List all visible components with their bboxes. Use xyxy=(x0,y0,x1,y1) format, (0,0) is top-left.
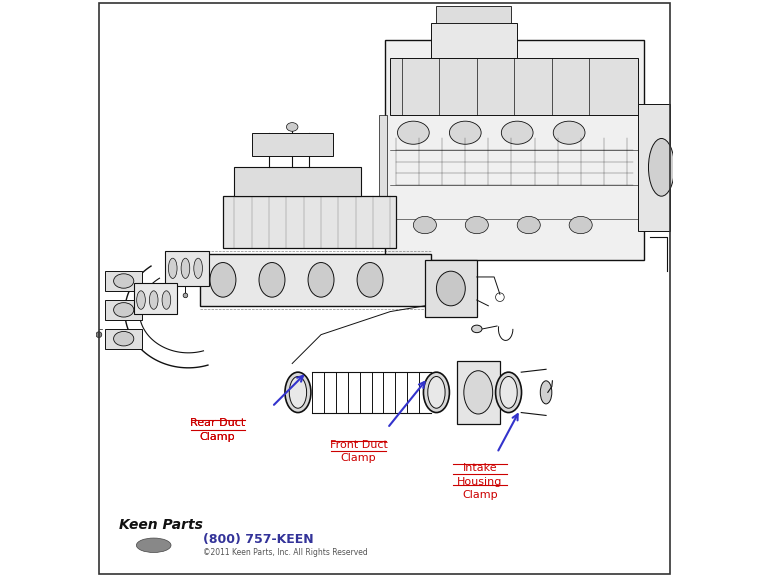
Bar xyxy=(251,133,332,156)
Ellipse shape xyxy=(136,538,171,553)
Ellipse shape xyxy=(569,216,592,234)
Ellipse shape xyxy=(289,376,307,409)
Text: Intake
Housing
Clamp: Intake Housing Clamp xyxy=(457,463,502,500)
Ellipse shape xyxy=(308,263,334,297)
Bar xyxy=(200,254,431,306)
Bar xyxy=(134,283,177,314)
Bar xyxy=(431,23,518,58)
Ellipse shape xyxy=(168,258,177,279)
Ellipse shape xyxy=(114,302,134,317)
Ellipse shape xyxy=(357,263,383,297)
Ellipse shape xyxy=(162,291,171,309)
Bar xyxy=(105,300,142,320)
Ellipse shape xyxy=(437,271,465,306)
Ellipse shape xyxy=(449,121,481,144)
Text: (800) 757-KEEN: (800) 757-KEEN xyxy=(203,533,314,546)
Ellipse shape xyxy=(541,381,552,404)
Ellipse shape xyxy=(464,371,493,414)
Ellipse shape xyxy=(183,293,188,298)
Ellipse shape xyxy=(465,216,488,234)
Ellipse shape xyxy=(414,216,437,234)
Ellipse shape xyxy=(114,331,134,346)
Ellipse shape xyxy=(181,258,190,279)
Ellipse shape xyxy=(149,291,158,309)
Ellipse shape xyxy=(285,372,311,413)
Bar xyxy=(425,260,477,317)
Ellipse shape xyxy=(210,263,236,297)
Ellipse shape xyxy=(137,291,145,309)
Text: Front Duct
Clamp: Front Duct Clamp xyxy=(330,440,388,463)
Bar xyxy=(391,58,638,115)
Ellipse shape xyxy=(428,376,445,409)
Text: Rear Duct
Clamp: Rear Duct Clamp xyxy=(189,418,245,441)
Text: Keen Parts: Keen Parts xyxy=(119,518,203,532)
Ellipse shape xyxy=(501,121,533,144)
Ellipse shape xyxy=(495,372,521,413)
Ellipse shape xyxy=(553,121,585,144)
Ellipse shape xyxy=(96,332,102,338)
Bar xyxy=(638,104,670,231)
Bar xyxy=(223,196,396,248)
Ellipse shape xyxy=(500,376,518,409)
Bar xyxy=(384,40,644,260)
Text: ©2011 Keen Parts, Inc. All Rights Reserved: ©2011 Keen Parts, Inc. All Rights Reserv… xyxy=(203,548,368,557)
Ellipse shape xyxy=(194,258,202,279)
Bar xyxy=(165,251,208,286)
Ellipse shape xyxy=(398,121,429,144)
Ellipse shape xyxy=(648,138,674,196)
Bar xyxy=(105,271,142,291)
Ellipse shape xyxy=(424,372,449,413)
Bar xyxy=(457,361,500,424)
Ellipse shape xyxy=(471,325,482,332)
Ellipse shape xyxy=(286,123,298,132)
Bar xyxy=(235,167,361,196)
Ellipse shape xyxy=(259,263,285,297)
Bar xyxy=(378,115,388,202)
Ellipse shape xyxy=(518,216,541,234)
Text: Rear Duct
Clamp: Rear Duct Clamp xyxy=(189,418,245,441)
Ellipse shape xyxy=(114,274,134,288)
Bar xyxy=(437,6,511,23)
Bar xyxy=(105,329,142,349)
